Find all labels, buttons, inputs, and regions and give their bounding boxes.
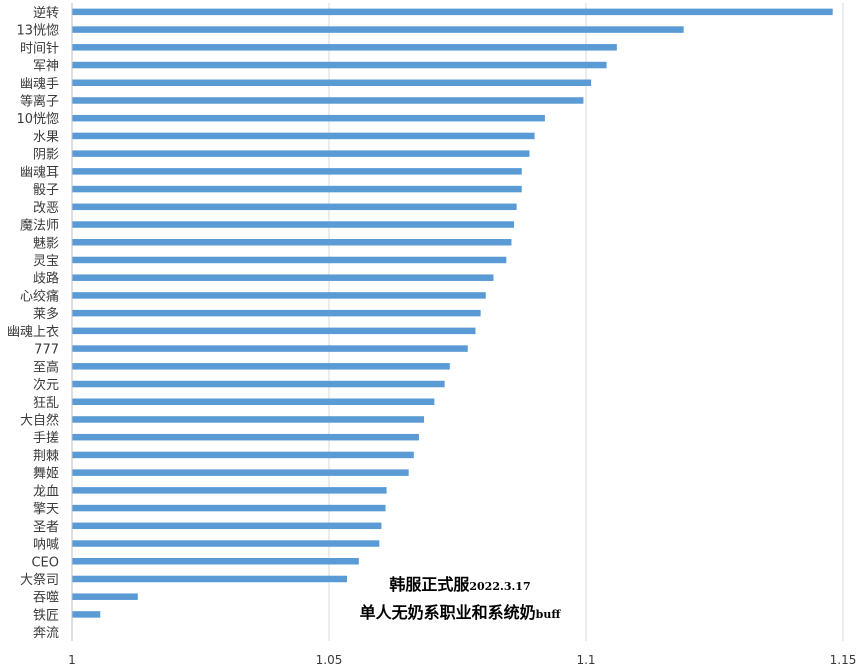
category-label-12: 魔法师 [20,219,59,234]
bar-16 [72,292,486,299]
bar-2 [72,44,617,51]
category-label-19: 777 [34,343,59,358]
bar-30 [72,540,380,547]
bar-15 [72,274,494,281]
bar-8 [72,150,530,157]
bar-22 [72,398,435,405]
category-label-20: 至高 [33,359,59,375]
category-label-21: 次元 [33,377,59,393]
bar-29 [72,522,382,530]
bar-1 [72,26,684,33]
x-tick-label-3: 1.15 [830,653,857,667]
x-tick-label-0: 1 [68,653,76,667]
category-label-17: 莱多 [33,306,59,322]
bar-13 [72,239,512,246]
category-label-8: 阴影 [33,148,59,163]
category-label-34: 铁匠 [33,608,59,623]
x-tick-label-1: 1.05 [316,653,343,667]
bar-4 [72,79,592,86]
category-label-1: 13恍惚 [16,23,59,39]
category-label-7: 水果 [33,130,59,145]
category-label-11: 改恶 [33,201,59,216]
category-label-29: 圣者 [33,520,59,535]
bar-25 [72,451,414,459]
category-label-24: 手搓 [33,430,59,446]
bar-28 [72,504,386,512]
annotation-line-1: 韩服正式服2022.3.17 [300,573,620,599]
category-label-35: 奔流 [33,626,59,641]
category-label-6: 10恍惚 [16,111,59,127]
category-label-16: 心绞痛 [20,288,59,304]
bar-17 [72,309,481,317]
bar-24 [72,433,419,441]
bar-33 [72,593,138,600]
bar-12 [72,221,515,228]
bar-7 [72,132,535,140]
category-label-9: 幽魂耳 [20,164,59,180]
bar-0 [72,8,833,16]
annotation-title: 韩服正式服 [389,575,470,594]
category-label-22: 狂乱 [33,396,59,411]
category-label-10: 骰子 [33,183,59,198]
bar-5 [72,97,584,104]
category-label-2: 时间针 [20,41,59,56]
category-label-15: 歧路 [33,271,59,287]
bar-27 [72,487,387,494]
category-label-13: 魅影 [33,236,59,251]
bar-32 [72,575,347,583]
category-label-5: 等离子 [20,93,59,109]
category-label-28: 擎天 [33,502,59,517]
category-label-30: 呐喊 [33,538,59,553]
bar-6 [72,114,545,122]
category-label-31: CEO [31,555,59,570]
x-tick-label-2: 1.1 [576,653,595,667]
bar-31 [72,558,359,565]
annotation-subtitle: 单人无奶系职业和系统奶 [359,603,536,622]
bar-34 [72,611,101,618]
annotation-line-2: 单人无奶系职业和系统奶buff [300,601,620,627]
bar-19 [72,345,468,352]
category-label-27: 龙血 [33,484,59,499]
annotation-date: 2022.3.17 [469,580,531,593]
bar-14 [72,256,507,264]
category-label-0: 逆转 [33,5,59,21]
bar-21 [72,380,445,388]
category-label-14: 灵宝 [33,254,59,269]
chart-annotation: 韩服正式服2022.3.17 单人无奶系职业和系统奶buff [300,573,620,627]
bar-20 [72,363,450,370]
category-label-18: 幽魂上衣 [7,324,59,340]
bar-9 [72,168,522,175]
category-label-33: 吞噬 [33,591,59,606]
category-label-32: 大祭司 [20,573,59,588]
bar-18 [72,327,476,335]
bar-26 [72,469,409,476]
bar-10 [72,185,522,193]
bar-3 [72,61,607,69]
category-label-25: 荆棘 [33,448,59,464]
annotation-buff: buff [535,608,561,621]
category-label-4: 幽魂手 [20,76,59,92]
category-label-3: 军神 [33,59,59,74]
bar-11 [72,203,517,211]
category-label-23: 大自然 [20,412,59,428]
bar-23 [72,416,425,423]
category-label-26: 舞姬 [33,467,59,482]
